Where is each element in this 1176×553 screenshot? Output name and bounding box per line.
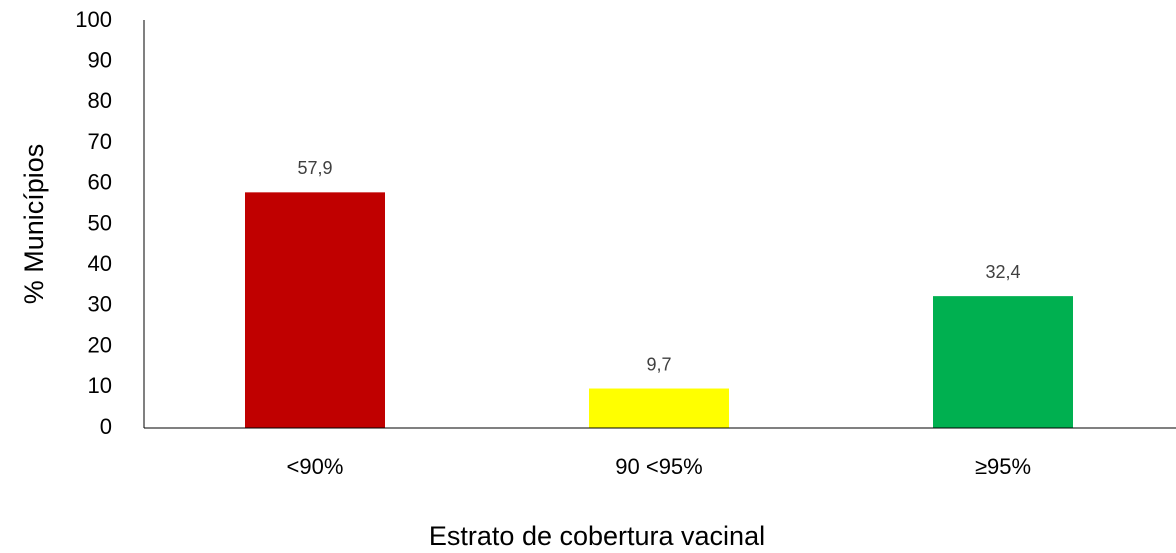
y-tick-label: 60 — [88, 170, 112, 195]
bar — [245, 192, 385, 428]
x-tick-label: 90 <95% — [615, 454, 702, 479]
y-tick-label: 10 — [88, 373, 112, 398]
y-tick-label: 100 — [75, 7, 112, 32]
y-tick-label: 30 — [88, 292, 112, 317]
value-label: 32,4 — [985, 262, 1020, 282]
y-tick-label: 50 — [88, 210, 112, 235]
y-tick-label: 70 — [88, 129, 112, 154]
x-tick-label: <90% — [287, 454, 344, 479]
y-tick-label: 90 — [88, 48, 112, 73]
y-tick-label: 40 — [88, 251, 112, 276]
y-tick-label: 20 — [88, 332, 112, 357]
y-tick-label: 0 — [100, 414, 112, 439]
x-axis-title: Estrato de cobertura vacinal — [429, 521, 765, 551]
value-label: 57,9 — [297, 158, 332, 178]
bar — [933, 296, 1073, 428]
value-label: 9,7 — [646, 354, 671, 374]
y-tick-label: 80 — [88, 88, 112, 113]
bar — [589, 388, 729, 428]
y-axis-title: % Municípios — [19, 144, 49, 305]
x-tick-label: ≥95% — [975, 454, 1031, 479]
